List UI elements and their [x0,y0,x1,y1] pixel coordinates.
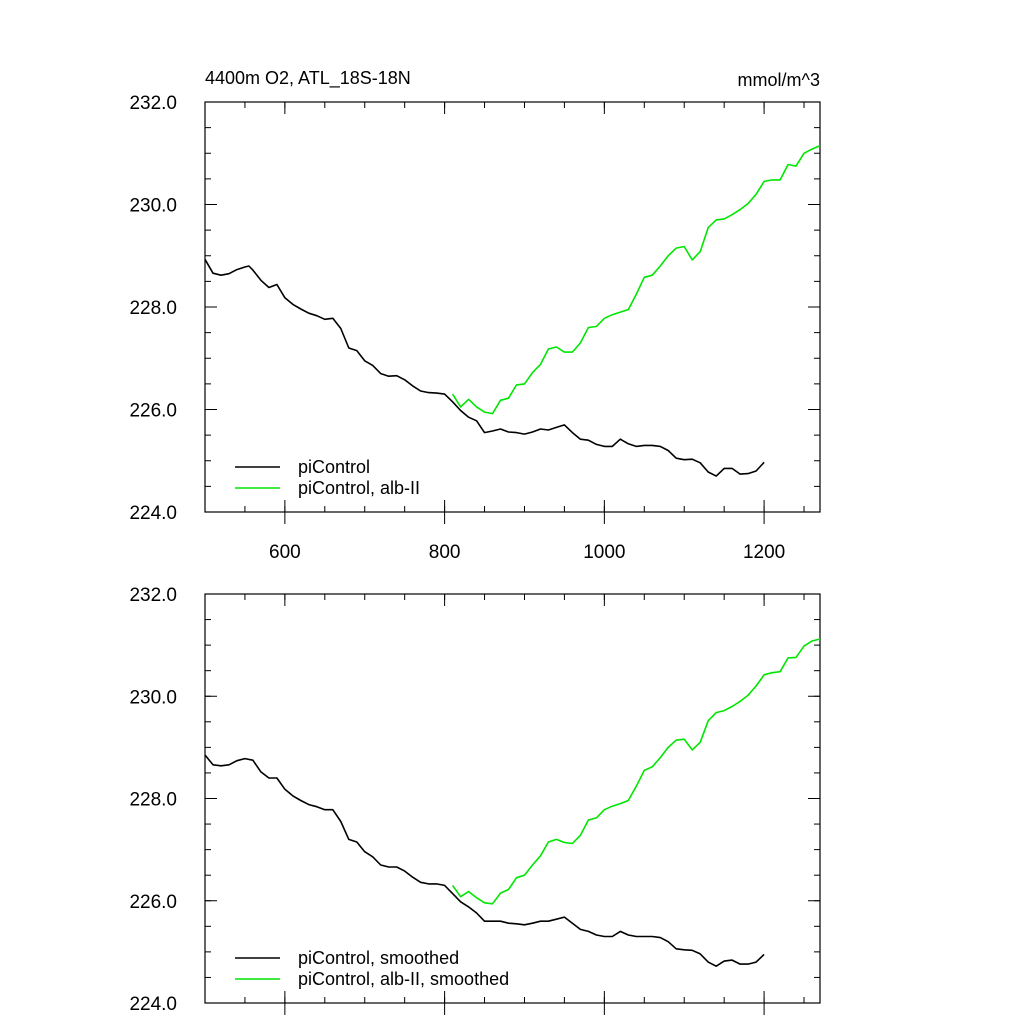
legend-label-1: piControl, alb-II, smoothed [298,969,509,989]
units-label: mmol/m^3 [738,70,820,90]
y-tick-label: 226.0 [129,892,177,913]
series-line-1 [451,638,821,905]
x-tick-label: 600 [269,542,301,563]
y-tick-label: 232.0 [129,585,177,606]
y-tick-label: 224.0 [129,503,177,524]
legend-label-1: piControl, alb-II [298,478,420,498]
x-tick-label: 1000 [583,542,625,563]
y-tick-label: 230.0 [129,196,177,217]
legend-label-0: piControl, smoothed [298,948,459,968]
series-line-0 [204,754,765,968]
chart-title: 4400m O2, ATL_18S-18N [205,68,411,89]
top-panel: 4400m O2, ATL_18S-18N mmol/m^3 224.0 226.… [129,68,821,563]
y-tick-label: 228.0 [129,790,177,811]
series-line-1 [451,144,821,415]
y-tick-label: 226.0 [129,401,177,422]
y-tick-label: 224.0 [129,994,177,1015]
y-tick-label: 230.0 [129,687,177,708]
legend-label-0: piControl [298,457,370,477]
y-tick-label: 232.0 [129,93,177,114]
series-line-0 [204,258,765,477]
bottom-panel: 224.0 226.0 228.0 230.0 232.0 piControl, smoo… [129,585,821,1015]
x-tick-label: 800 [429,542,461,563]
x-tick-label: 1200 [743,542,785,563]
y-tick-label: 228.0 [129,298,177,319]
